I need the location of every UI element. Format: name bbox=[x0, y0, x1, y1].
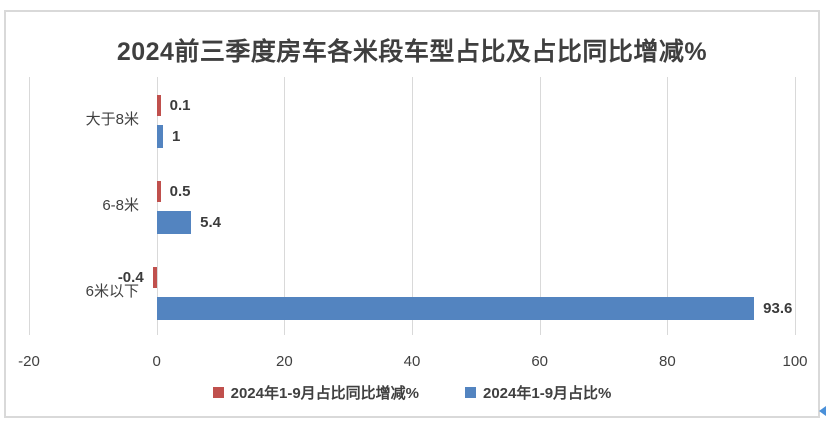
legend-label: 2024年1-9月占比同比增减% bbox=[230, 385, 419, 402]
legend-swatch-icon bbox=[465, 387, 476, 398]
legend-swatch-icon bbox=[212, 387, 224, 398]
gridline bbox=[284, 77, 286, 335]
legend-label: 2024年1-9月占比% bbox=[483, 385, 612, 402]
gridline bbox=[156, 77, 158, 335]
bar-share bbox=[156, 297, 755, 320]
plot-area: 0.1 1 0.5 5.4 -0.4 93.6 bbox=[29, 77, 796, 335]
x-tick-label: 0 bbox=[152, 353, 161, 370]
legend-item: 2024年1-9月占比% bbox=[465, 382, 611, 403]
x-tick-label: 40 bbox=[403, 353, 421, 370]
bar-share bbox=[156, 211, 192, 234]
gridline bbox=[667, 77, 669, 335]
gridline bbox=[29, 77, 30, 335]
x-tick-label: 60 bbox=[531, 353, 548, 370]
category-label: 6米以下 bbox=[85, 283, 139, 300]
category-label: 大于8米 bbox=[85, 111, 139, 128]
legend-item: 2024年1-9月占比同比增减% bbox=[212, 382, 419, 403]
gridline bbox=[539, 77, 541, 335]
bar-value-label: 0.5 bbox=[169, 182, 191, 200]
gridline bbox=[795, 77, 796, 335]
x-tick-label: 80 bbox=[658, 353, 676, 370]
value-axis: -20 0 20 40 60 80 100 bbox=[18, 352, 807, 372]
bar-value-label: 1 bbox=[172, 127, 181, 145]
selection-handle-icon[interactable] bbox=[819, 406, 826, 416]
bar-value-label: 0.1 bbox=[169, 96, 191, 114]
bar-value-label: 5.4 bbox=[200, 213, 221, 231]
category-axis: 大于8米 6-8米 6米以下 bbox=[26, 77, 139, 335]
bar-change bbox=[156, 95, 161, 116]
chart-title: 2024前三季度房车各米段车型占比及占比同比增减% bbox=[116, 38, 708, 66]
gridline bbox=[412, 77, 413, 335]
x-tick-label: -20 bbox=[18, 353, 40, 370]
bar-change bbox=[152, 267, 157, 288]
legend: 2024年1-9月占比同比增减% 2024年1-9月占比% bbox=[6, 382, 818, 403]
category-label: 6-8米 bbox=[102, 197, 139, 214]
chart-frame: 2024前三季度房车各米段车型占比及占比同比增减% 0.1 1 0.5 5.4 -0.4… bbox=[4, 10, 820, 418]
x-tick-label: 100 bbox=[782, 353, 808, 370]
bar-value-label: 93.6 bbox=[763, 299, 793, 317]
bar-share bbox=[156, 125, 164, 148]
x-tick-label: 20 bbox=[275, 353, 293, 370]
bar-value-label: -0.4 bbox=[117, 268, 144, 286]
bar-change bbox=[156, 181, 161, 202]
